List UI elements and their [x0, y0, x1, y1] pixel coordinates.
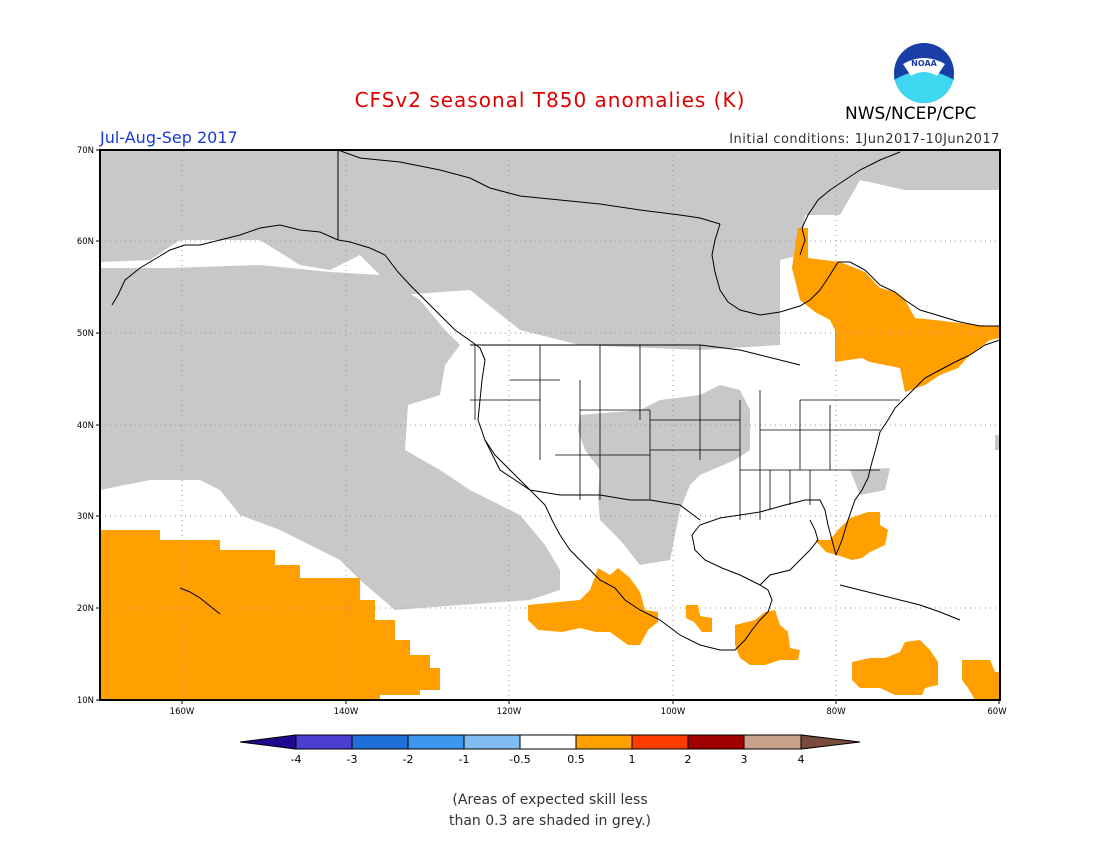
- organization-label: NWS/NCEP/CPC: [845, 104, 977, 124]
- legend-label: 1: [629, 753, 636, 766]
- legend-label: -3: [347, 753, 358, 766]
- legend-label: -2: [403, 753, 414, 766]
- season-label: Jul-Aug-Sep 2017: [100, 128, 238, 147]
- lon-label: 60W: [987, 707, 1007, 717]
- legend-swatch: [631, 734, 689, 750]
- color-legend: [239, 734, 861, 750]
- state-borders: [470, 345, 900, 520]
- lon-ticks: [181, 700, 1000, 704]
- legend-label: 3: [741, 753, 748, 766]
- lon-label: 140W: [334, 707, 359, 717]
- legend-swatch: [351, 734, 409, 750]
- legend-swatch: [743, 734, 802, 750]
- legend-label: 0.5: [567, 753, 585, 766]
- legend-labels: -4 -3 -2 -1 -0.5 0.5 1 2 3 4: [291, 753, 805, 766]
- footnote-line-2: than 0.3 are shaded in grey.): [448, 813, 651, 829]
- lon-label: 160W: [170, 707, 195, 717]
- warm-anomaly-regions: [100, 228, 1000, 700]
- map-title: CFSv2 seasonal T850 anomalies (K): [354, 88, 746, 112]
- skill-footnote: (Areas of expected skill less than 0.3 a…: [0, 790, 1100, 832]
- legend-label: -0.5: [509, 753, 530, 766]
- lat-label: 50N: [77, 329, 94, 339]
- legend-label: 2: [685, 753, 692, 766]
- initial-conditions-label: Initial conditions: 1Jun2017-10Jun2017: [729, 132, 1000, 147]
- legend-swatch: [407, 734, 465, 750]
- footnote-line-1: (Areas of expected skill less: [452, 792, 648, 808]
- legend-swatch: [687, 734, 745, 750]
- lon-label: 100W: [661, 707, 686, 717]
- noaa-logo: NOAA: [894, 43, 954, 103]
- lat-ticks: [96, 149, 100, 701]
- lat-label: 20N: [77, 604, 94, 614]
- lat-label: 30N: [77, 512, 94, 522]
- legend-swatch: [295, 734, 353, 750]
- legend-arrow-high: [800, 734, 861, 750]
- lat-labels: 70N 60N 50N 40N 30N 20N 10N: [77, 146, 94, 706]
- legend-swatch: [575, 734, 633, 750]
- lat-label: 60N: [77, 237, 94, 247]
- legend-arrow-low: [239, 734, 297, 750]
- lat-label: 40N: [77, 421, 94, 431]
- lat-label: 10N: [77, 696, 94, 706]
- legend-label: -4: [291, 753, 302, 766]
- lon-label: 80W: [826, 707, 846, 717]
- noaa-logo-text: NOAA: [911, 59, 937, 68]
- lon-label: 120W: [497, 707, 522, 717]
- legend-label: 4: [798, 753, 805, 766]
- lat-label: 70N: [77, 146, 94, 156]
- legend-label: -1: [459, 753, 470, 766]
- graticule: [100, 150, 1000, 700]
- legend-swatch: [519, 734, 577, 750]
- low-skill-mask: [100, 150, 1000, 610]
- legend-swatch: [463, 734, 521, 750]
- lon-labels: 160W 140W 120W 100W 80W 60W: [170, 707, 1008, 717]
